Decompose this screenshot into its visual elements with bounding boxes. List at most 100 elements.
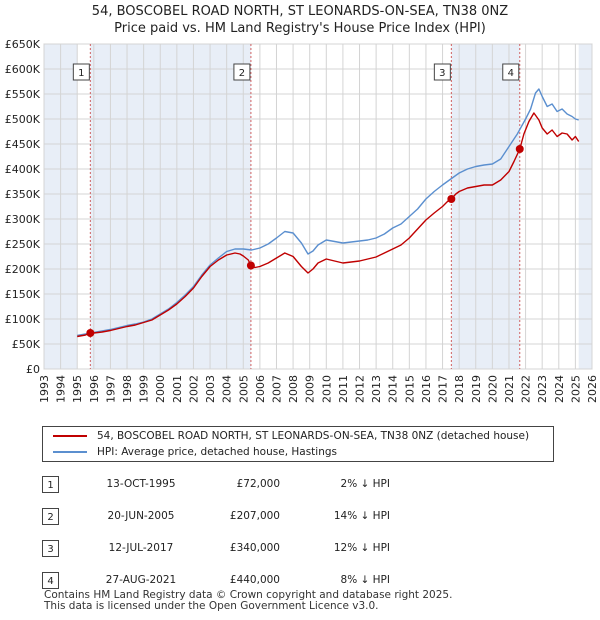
y-tick-label: £150K <box>5 288 41 301</box>
table-row: 3 12-JUL-2017 £340,000 12% ↓ HPI <box>42 532 390 564</box>
series-lines <box>77 88 580 338</box>
x-tick-label: 2025 <box>569 375 582 403</box>
y-axis-labels: £0 £50K £100K £150K £200K £250K £300K £350K £400… <box>5 38 41 376</box>
x-tick-label: 2016 <box>420 375 433 403</box>
y-tick-label: £350K <box>5 188 41 201</box>
y-tick-label: £450K <box>5 138 41 151</box>
sale-price: £207,000 <box>229 510 280 522</box>
x-tick-label: 1994 <box>55 375 68 403</box>
sale-point <box>515 145 524 153</box>
x-tick-label: 2013 <box>370 375 383 403</box>
y-tick-label: £600K <box>5 63 41 76</box>
x-tick-label: 2002 <box>187 375 200 403</box>
x-tick-label: 2006 <box>254 375 267 403</box>
sale-points <box>86 145 524 337</box>
sale-date: 13-OCT-1995 <box>106 478 176 490</box>
x-tick-label: 2026 <box>586 375 599 403</box>
sale-badge-number: 1 <box>78 68 84 79</box>
sale-badge: 4 <box>42 571 59 589</box>
x-tick-label: 2011 <box>337 375 350 403</box>
x-tick-label: 2008 <box>287 375 300 403</box>
x-tick-label: 2005 <box>237 375 250 403</box>
x-tick-label: 2019 <box>470 375 483 403</box>
title-line-1: 54, BOSCOBEL ROAD NORTH, ST LEONARDS-ON-… <box>91 4 509 19</box>
sale-badge-box <box>433 63 451 81</box>
sale-badge-box <box>502 63 520 81</box>
price-chart: £0 £50K £100K £150K £200K £250K £300K £350K £400… <box>5 38 599 403</box>
legend: 54, BOSCOBEL ROAD NORTH, ST LEONARDS-ON-… <box>42 426 554 462</box>
x-tick-label: 1993 <box>38 375 51 403</box>
y-tick-label: £50K <box>12 338 41 351</box>
x-tick-label: 2022 <box>520 375 533 403</box>
x-tick-label: 2004 <box>221 375 234 403</box>
sale-badge: 1 <box>42 475 59 493</box>
footer-attribution: Contains HM Land Registry data © Crown c… <box>44 590 452 612</box>
sale-badge-number: 2 <box>239 68 245 79</box>
x-tick-label: 2012 <box>354 375 367 403</box>
sale-badge-number: 4 <box>508 68 514 79</box>
x-axis-labels: 1993 1994 1995 1996 1997 1998 1999 2000 2001 2002… <box>38 375 599 403</box>
y-tick-label: £550K <box>5 88 41 101</box>
shaded-period <box>90 44 251 369</box>
x-tick-label: 2010 <box>320 375 333 403</box>
sale-point <box>246 261 255 270</box>
y-tick-label: £300K <box>5 213 41 226</box>
chart-title: 54, BOSCOBEL ROAD NORTH, ST LEONARDS-ON-… <box>0 3 600 37</box>
y-tick-label: £0 <box>26 363 40 376</box>
shaded-period <box>578 44 592 369</box>
x-tick-label: 1997 <box>104 375 117 403</box>
x-tick-label: 2007 <box>270 375 283 403</box>
sale-badges: 1 2 3 4 <box>72 63 520 81</box>
sale-date: 12-JUL-2017 <box>108 542 174 554</box>
sale-badge-box <box>72 63 90 81</box>
x-tick-label: 2015 <box>403 375 416 403</box>
grid-lines <box>43 43 593 370</box>
x-tick-label: 2018 <box>453 375 466 403</box>
x-tick-label: 1999 <box>138 375 151 403</box>
y-tick-label: £100K <box>5 313 41 326</box>
legend-swatch-property <box>53 435 87 437</box>
shaded-periods <box>44 44 592 369</box>
legend-swatch-hpi <box>53 451 87 453</box>
sale-badge-group: 3 <box>433 63 451 81</box>
y-tick-label: £250K <box>5 238 41 251</box>
x-tick-label: 2024 <box>553 375 566 403</box>
x-tick-label: 2009 <box>304 375 317 403</box>
x-tick-label: 1998 <box>121 375 134 403</box>
legend-item-property: 54, BOSCOBEL ROAD NORTH, ST LEONARDS-ON-… <box>53 428 529 444</box>
sale-date: 20-JUN-2005 <box>107 510 175 522</box>
sale-price: £440,000 <box>229 574 280 586</box>
x-tick-label: 2020 <box>486 375 499 403</box>
sale-badge-group: 1 <box>72 63 90 81</box>
x-tick-label: 2023 <box>536 375 549 403</box>
y-tick-label: £400K <box>5 163 41 176</box>
sale-point <box>447 195 456 203</box>
footer-line-1: Contains HM Land Registry data © Crown c… <box>44 589 453 601</box>
legend-label-hpi: HPI: Average price, detached house, Hast… <box>97 446 337 458</box>
sale-badge: 2 <box>42 507 59 525</box>
y-tick-label: £500K <box>5 113 41 126</box>
sale-badge-group: 2 <box>233 63 251 81</box>
x-tick-label: 2014 <box>387 375 400 403</box>
y-tick-label: £200K <box>5 263 41 276</box>
sale-hpi-diff: 2% ↓ HPI <box>340 478 390 490</box>
y-tick-label: £650K <box>5 38 41 51</box>
legend-label-property: 54, BOSCOBEL ROAD NORTH, ST LEONARDS-ON-… <box>97 430 530 442</box>
table-row: 4 27-AUG-2021 £440,000 8% ↓ HPI <box>42 564 390 596</box>
x-tick-label: 2001 <box>171 375 184 403</box>
series-line-property <box>77 112 580 338</box>
sale-hpi-diff: 12% ↓ HPI <box>333 542 390 554</box>
sale-price: £340,000 <box>229 542 280 554</box>
x-tick-label: 1995 <box>71 375 84 403</box>
sale-hpi-diff: 14% ↓ HPI <box>333 510 390 522</box>
sale-badge-group: 4 <box>502 63 520 81</box>
legend-item-hpi: HPI: Average price, detached house, Hast… <box>53 444 337 460</box>
footer-line-2: This data is licensed under the Open Gov… <box>44 600 379 612</box>
x-tick-label: 2000 <box>154 375 167 403</box>
sale-point <box>86 329 95 337</box>
table-row: 1 13-OCT-1995 £72,000 2% ↓ HPI <box>42 468 390 500</box>
sale-badge-number: 3 <box>439 68 445 79</box>
sale-badge-box <box>233 63 251 81</box>
sales-table: 1 13-OCT-1995 £72,000 2% ↓ HPI 2 20-JUN-… <box>42 468 390 596</box>
x-tick-label: 2021 <box>503 375 516 403</box>
